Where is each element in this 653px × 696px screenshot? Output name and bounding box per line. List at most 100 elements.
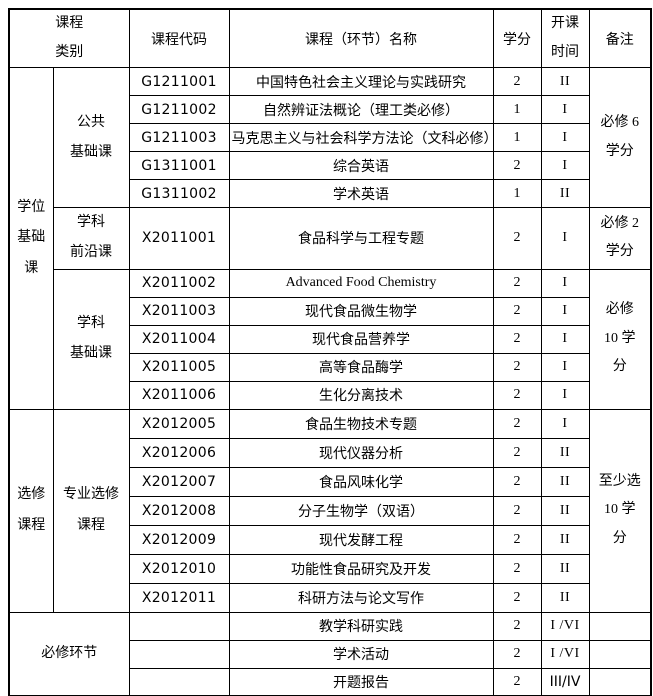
table-row: 选修 课程 专业选修 课程 X2012005 食品生物技术专题 2 I 至少选 … bbox=[8, 408, 652, 613]
course-semester: III/IV bbox=[540, 667, 590, 696]
header-remarks: 备注 bbox=[588, 8, 652, 69]
course-name: 食品生物技术专题 bbox=[228, 408, 494, 439]
category-required-steps: 必修环节 bbox=[8, 611, 130, 696]
category-public-basic-courses: 公共 基础课 bbox=[52, 67, 130, 209]
course-code: X2011006 bbox=[128, 380, 230, 410]
course-name: 科研方法与论文写作 bbox=[228, 582, 494, 613]
course-name: 自然辨证法概论（理工类必修） bbox=[228, 95, 494, 125]
course-credits: 2 bbox=[492, 380, 542, 410]
table-row: X2011003 现代食品微生物学 2 I bbox=[9, 296, 651, 326]
course-semester: I bbox=[540, 324, 590, 354]
course-credits: 2 bbox=[492, 408, 542, 439]
course-code: X2011001 bbox=[128, 207, 230, 270]
course-name: 现代发酵工程 bbox=[228, 524, 494, 555]
course-credits: 1 bbox=[492, 123, 542, 153]
table-row: 学科 前沿课 X2011001 食品科学与工程专题 2 I 必修 2 学分 bbox=[9, 207, 652, 270]
curriculum-table: 课程 类别 课程代码 课程（环节）名称 学分 开课 时间 备注 学位 基础 课 … bbox=[8, 8, 652, 696]
course-code: X2012006 bbox=[128, 437, 230, 468]
header-course-code: 课程代码 bbox=[128, 8, 230, 69]
table-row: G1311002 学术英语 1 II bbox=[9, 179, 651, 209]
category-professional-elective-courses: 专业选修 课程 bbox=[52, 408, 130, 613]
course-name: 现代食品营养学 bbox=[228, 324, 494, 354]
course-semester: II bbox=[540, 495, 590, 526]
course-credits: 2 bbox=[492, 67, 542, 97]
remark-subject-basic: 必修 10 学 分 bbox=[588, 268, 652, 410]
course-credits: 2 bbox=[492, 466, 542, 497]
table-row: 学科 基础课 X2011002 Advanced Food Chemistry … bbox=[9, 268, 652, 410]
course-semester: I /VI bbox=[540, 639, 590, 669]
course-credits: 2 bbox=[492, 639, 542, 669]
table-row: 学术活动 2 I /VI bbox=[9, 639, 652, 669]
course-credits: 2 bbox=[492, 268, 542, 298]
course-credits: 2 bbox=[492, 667, 542, 696]
course-semester: II bbox=[540, 553, 590, 584]
course-semester: I bbox=[540, 352, 590, 382]
course-semester: I bbox=[540, 296, 590, 326]
course-credits: 2 bbox=[492, 352, 542, 382]
table-row: 开题报告 2 III/IV bbox=[9, 667, 652, 696]
course-name: 中国特色社会主义理论与实践研究 bbox=[228, 67, 494, 97]
course-name: 高等食品酶学 bbox=[228, 352, 494, 382]
course-name: 开题报告 bbox=[228, 667, 494, 696]
course-name: 学术英语 bbox=[228, 179, 494, 209]
course-credits: 1 bbox=[492, 95, 542, 125]
course-credits: 2 bbox=[492, 524, 542, 555]
course-code: X2012009 bbox=[128, 524, 230, 555]
course-code: G1211002 bbox=[128, 95, 230, 125]
course-credits: 2 bbox=[492, 296, 542, 326]
table-row: X2012008 分子生物学（双语） 2 II bbox=[9, 495, 651, 526]
course-code: X2012005 bbox=[128, 408, 230, 439]
course-name: Advanced Food Chemistry bbox=[228, 268, 494, 298]
course-semester: II bbox=[540, 582, 590, 613]
course-semester: I bbox=[540, 408, 590, 439]
course-semester: II bbox=[540, 466, 590, 497]
category-degree-basic-courses: 学位 基础 课 bbox=[8, 67, 54, 410]
table-header-row: 课程 类别 课程代码 课程（环节）名称 学分 开课 时间 备注 bbox=[8, 8, 652, 69]
course-credits: 2 bbox=[492, 207, 542, 270]
course-name: 食品风味化学 bbox=[228, 466, 494, 497]
course-credits: 2 bbox=[492, 553, 542, 584]
empty-remark-cell bbox=[588, 611, 652, 641]
course-credits: 2 bbox=[492, 495, 542, 526]
header-category: 课程 类别 bbox=[8, 8, 130, 69]
course-code: X2012008 bbox=[128, 495, 230, 526]
course-name: 教学科研实践 bbox=[228, 611, 494, 641]
course-name: 学术活动 bbox=[228, 639, 494, 669]
category-elective-courses: 选修 课程 bbox=[8, 408, 54, 613]
course-credits: 2 bbox=[492, 324, 542, 354]
course-code: G1211003 bbox=[128, 123, 230, 153]
course-code: X2012010 bbox=[128, 553, 230, 584]
course-code: G1311002 bbox=[128, 179, 230, 209]
course-code: X2012011 bbox=[128, 582, 230, 613]
remark-subject-frontier: 必修 2 学分 bbox=[588, 207, 652, 270]
course-code: G1211001 bbox=[128, 67, 230, 97]
course-credits: 2 bbox=[492, 582, 542, 613]
remark-professional-elective: 至少选 10 学 分 bbox=[588, 408, 652, 613]
course-code: X2011004 bbox=[128, 324, 230, 354]
course-credits: 2 bbox=[492, 437, 542, 468]
course-semester: II bbox=[540, 67, 590, 97]
course-semester: I /VI bbox=[540, 611, 590, 641]
course-credits: 1 bbox=[492, 179, 542, 209]
course-semester: I bbox=[540, 207, 590, 270]
empty-code-cell bbox=[128, 639, 230, 669]
course-code: X2012007 bbox=[128, 466, 230, 497]
course-name: 功能性食品研究及开发 bbox=[228, 553, 494, 584]
table-row: 必修环节 教学科研实践 2 I /VI bbox=[8, 611, 652, 696]
course-code: G1311001 bbox=[128, 151, 230, 181]
header-credits: 学分 bbox=[492, 8, 542, 69]
course-code: X2011003 bbox=[128, 296, 230, 326]
course-credits: 2 bbox=[492, 151, 542, 181]
course-name: 马克思主义与社会科学方法论（文科必修） bbox=[228, 123, 494, 153]
course-credits: 2 bbox=[492, 611, 542, 641]
category-subject-basic-courses: 学科 基础课 bbox=[52, 268, 130, 410]
course-name: 现代食品微生物学 bbox=[228, 296, 494, 326]
course-semester: I bbox=[540, 123, 590, 153]
course-name: 食品科学与工程专题 bbox=[228, 207, 494, 270]
course-semester: I bbox=[540, 380, 590, 410]
empty-code-cell bbox=[128, 611, 230, 641]
table-row: X2012010 功能性食品研究及开发 2 II bbox=[9, 553, 651, 584]
empty-remark-cell bbox=[588, 639, 652, 669]
course-code: X2011005 bbox=[128, 352, 230, 382]
course-semester: II bbox=[540, 524, 590, 555]
